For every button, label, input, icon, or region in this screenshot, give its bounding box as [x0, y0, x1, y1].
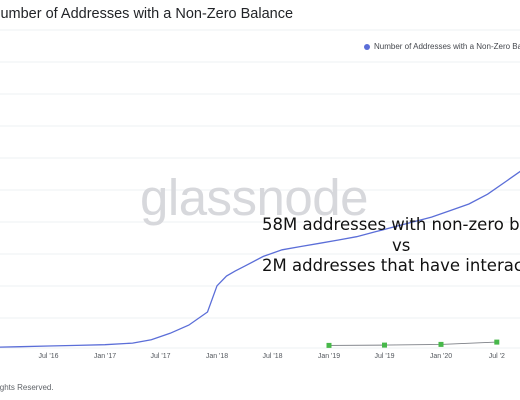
- x-tick-label-6: Jul '19: [374, 353, 394, 360]
- gridlines: [0, 29, 520, 349]
- series-line-0: [0, 170, 520, 348]
- annotation-line-1: 58M addresses with non-zero balar: [262, 215, 520, 234]
- legend-marker-icon: [364, 43, 370, 50]
- x-tick-label-5: Jan '19: [318, 353, 340, 360]
- legend-label: Number of Addresses with a Non-Zero Bala…: [374, 42, 520, 51]
- x-tick-label-0: Jul '16: [38, 353, 58, 360]
- legend[interactable]: Number of Addresses with a Non-Zero Bala…: [364, 42, 520, 51]
- x-tick-label-7: Jan '20: [430, 353, 452, 360]
- x-tick-label-3: Jan '18: [206, 353, 228, 360]
- series-1-marker-3: [494, 339, 500, 345]
- series-1-marker-1: [382, 342, 387, 348]
- series-1-marker-2: [438, 341, 444, 347]
- x-tick-label-8: Jul '2: [489, 353, 505, 360]
- x-tick-label-4: Jul '18: [262, 353, 282, 360]
- x-tick-label-2: Jul '17: [150, 353, 170, 360]
- copyright-footer: ights Reserved.: [0, 383, 54, 392]
- chart-title: Number of Addresses with a Non-Zero Bala…: [0, 6, 294, 22]
- series-1-marker-0: [326, 342, 332, 348]
- annotation-line-3: 2M addresses that have interacted: [262, 256, 520, 275]
- watermark-logo: glassnode: [140, 169, 369, 226]
- annotation-line-2: vs: [392, 236, 411, 255]
- x-tick-label-1: Jan '17: [94, 353, 116, 360]
- x-axis-ticks: Jul '16 Jan '17 Jul '17 Jan '18 Jul '18 Jan '…: [38, 353, 504, 360]
- series-layer: [0, 170, 520, 348]
- series-line-1: [328, 341, 497, 346]
